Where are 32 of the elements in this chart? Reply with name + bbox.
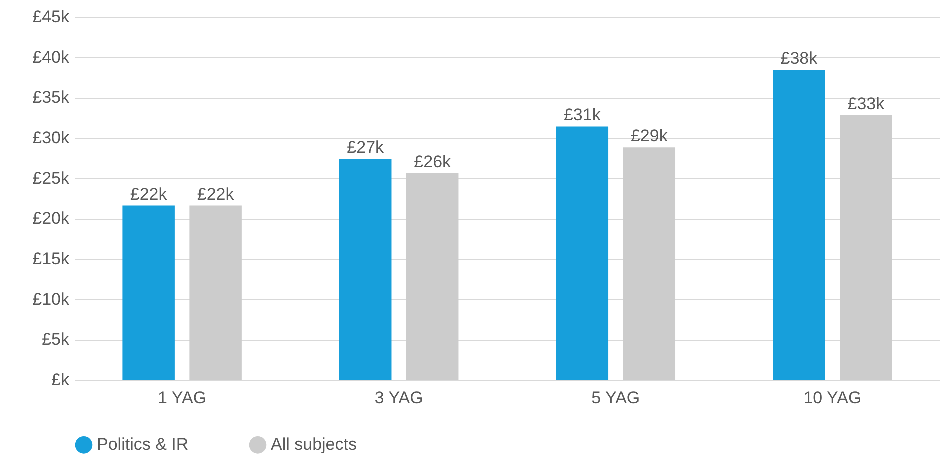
data-label: £38k <box>780 49 818 68</box>
bar <box>623 148 676 380</box>
data-label: £31k <box>564 106 602 125</box>
legend-label: Politics & IR <box>97 435 189 454</box>
data-label: £33k <box>848 94 886 114</box>
y-tick-label: £35k <box>32 88 70 108</box>
y-tick-label: £30k <box>32 128 70 148</box>
data-label: £29k <box>630 126 668 146</box>
bar <box>406 173 459 380</box>
x-tick-label: 3 YAG <box>374 388 424 408</box>
x-tick-label: 10 YAG <box>804 388 862 408</box>
y-tick-label: £10k <box>32 290 70 309</box>
legend-label: All subjects <box>271 435 357 454</box>
data-label: £26k <box>414 152 452 172</box>
bar <box>773 70 826 380</box>
y-tick-label: £20k <box>32 209 70 228</box>
data-label: £22k <box>130 184 168 204</box>
bar <box>190 206 242 380</box>
y-tick-label: £k <box>52 370 70 390</box>
bar <box>339 158 392 380</box>
bar <box>122 206 175 380</box>
x-tick-label: 1 YAG <box>158 388 207 408</box>
data-label: £22k <box>197 184 235 204</box>
data-label: £27k <box>347 138 385 157</box>
y-tick-label: £15k <box>32 250 70 268</box>
bar <box>556 126 609 380</box>
bar <box>840 115 892 380</box>
x-tick-label: 5 YAG <box>592 388 640 408</box>
y-tick-label: £25k <box>32 168 70 188</box>
y-tick-label: £45k <box>32 8 70 26</box>
y-tick-label: £40k <box>32 48 70 67</box>
y-tick-label: £5k <box>42 330 70 350</box>
